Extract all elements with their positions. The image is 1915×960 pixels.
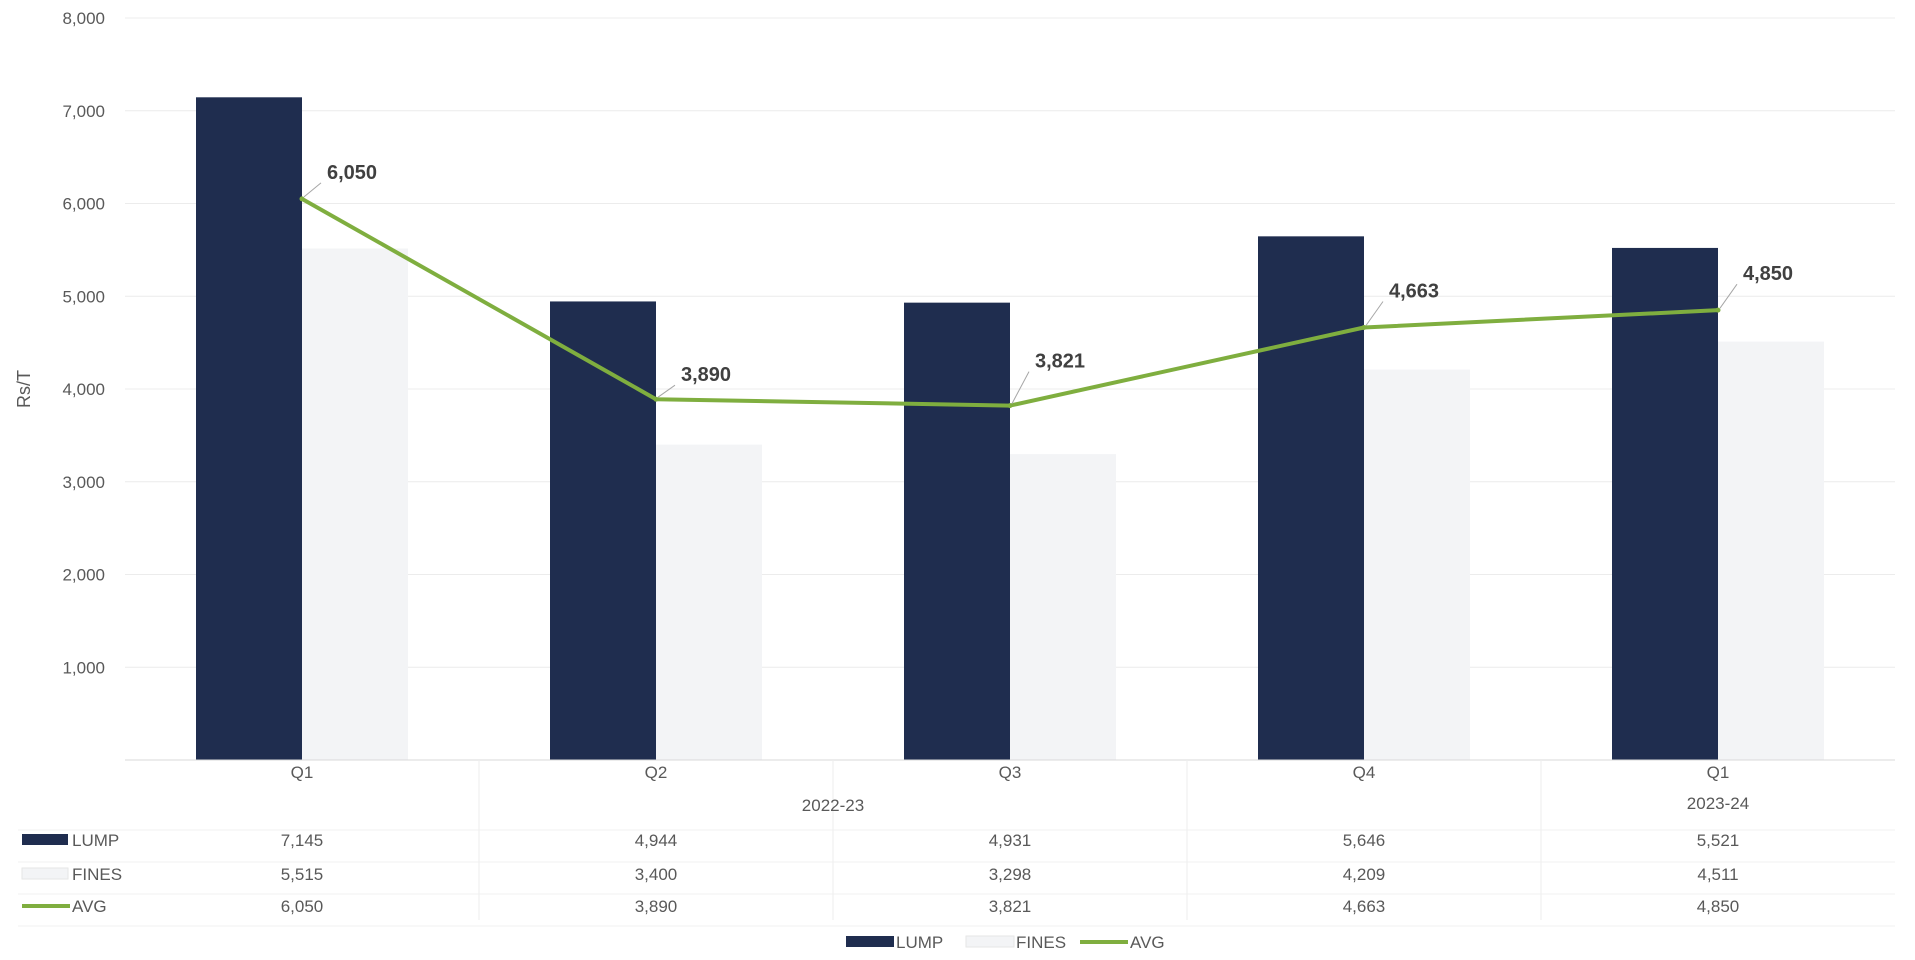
- legend-label: LUMP: [896, 933, 943, 952]
- bar-fines: [656, 444, 762, 760]
- group-label: 2023-24: [1687, 794, 1749, 813]
- category-label: Q1: [291, 763, 314, 782]
- data-label-leader: [303, 182, 322, 198]
- avg-data-label: 3,821: [1035, 351, 1085, 373]
- data-label-leader: [657, 384, 676, 398]
- legend-label: AVG: [1130, 933, 1165, 952]
- category-label: Q3: [999, 763, 1022, 782]
- y-tick-label: 2,000: [62, 566, 105, 585]
- y-tick-label: 3,000: [62, 473, 105, 492]
- y-tick-label: 1,000: [62, 658, 105, 677]
- legend-swatch-lump: [846, 936, 894, 947]
- y-tick-label: 4,000: [62, 380, 105, 399]
- bar-lump: [1612, 247, 1718, 760]
- data-label-leader: [1365, 301, 1384, 326]
- table-cell: 3,821: [989, 897, 1032, 916]
- table-cell: 4,209: [1343, 865, 1386, 884]
- table-row-label: AVG: [72, 897, 107, 916]
- bar-fines: [1364, 369, 1470, 760]
- category-label: Q1: [1707, 763, 1730, 782]
- avg-data-label: 6,050: [327, 162, 377, 184]
- avg-point: [653, 396, 659, 402]
- avg-data-label: 4,663: [1389, 281, 1439, 303]
- bar-fines: [1718, 341, 1824, 760]
- y-tick-label: 5,000: [62, 287, 105, 306]
- table-cell: 5,646: [1343, 831, 1386, 850]
- group-label: 2022-23: [802, 796, 864, 815]
- legend-label: FINES: [1016, 933, 1066, 952]
- avg-point: [1361, 325, 1367, 331]
- bar-lump: [550, 301, 656, 760]
- category-label: Q4: [1353, 763, 1376, 782]
- y-tick-label: 6,000: [62, 195, 105, 214]
- bar-lump: [196, 97, 302, 760]
- table-cell: 3,400: [635, 865, 678, 884]
- table-row-key: [21, 867, 69, 880]
- category-label: Q2: [645, 763, 668, 782]
- table-cell: 7,145: [281, 831, 324, 850]
- y-tick-label: 7,000: [62, 102, 105, 121]
- avg-point: [299, 196, 305, 202]
- table-cell: 4,931: [989, 831, 1032, 850]
- table-cell: 5,521: [1697, 831, 1740, 850]
- table-cell: 6,050: [281, 897, 324, 916]
- table-cell: 4,511: [1697, 865, 1738, 884]
- table-cell: 4,850: [1697, 897, 1740, 916]
- avg-point: [1007, 403, 1013, 409]
- y-tick-label: 8,000: [62, 9, 105, 28]
- bar-fines: [302, 248, 408, 760]
- avg-point: [1715, 307, 1721, 313]
- table-cell: 4,944: [635, 831, 678, 850]
- table-row-label: LUMP: [72, 831, 119, 850]
- data-label-leader: [1011, 371, 1030, 404]
- table-cell: 5,515: [281, 865, 324, 884]
- bar-fines: [1010, 454, 1116, 760]
- table-cell: 4,663: [1343, 897, 1386, 916]
- table-cell: 3,890: [635, 897, 678, 916]
- avg-data-label: 4,850: [1743, 263, 1793, 285]
- avg-data-label: 3,890: [681, 364, 731, 386]
- table-cell: 3,298: [989, 865, 1032, 884]
- table-row-label: FINES: [72, 865, 122, 884]
- legend-swatch-fines: [965, 935, 1015, 948]
- data-label-leader: [1719, 283, 1738, 309]
- bar-lump: [904, 302, 1010, 760]
- bar-lump: [1258, 236, 1364, 760]
- y-axis-title: Rs/T: [14, 370, 34, 408]
- table-row-key: [22, 834, 68, 845]
